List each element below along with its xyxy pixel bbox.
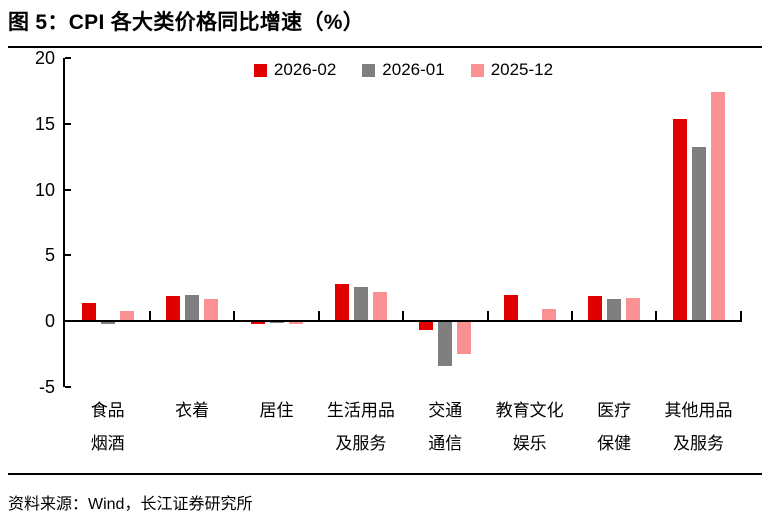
y-tick xyxy=(65,386,71,388)
y-tick xyxy=(65,320,71,323)
y-tick-label: 20 xyxy=(34,48,55,68)
x-category-label-line: 通信 xyxy=(428,434,463,453)
y-tick-label: -5 xyxy=(38,377,55,397)
chart-bottom-divider xyxy=(8,473,762,475)
x-category-label-line: 及服务 xyxy=(672,434,724,453)
legend-item-2026-02: 2026-02 xyxy=(253,60,337,80)
x-tick xyxy=(655,311,658,322)
bar-2026-01-c1 xyxy=(185,294,200,322)
x-category-label: 医疗 保健 xyxy=(572,394,656,460)
x-category-label-line: 居住 xyxy=(259,401,294,420)
chart-legend: 2026-02 2026-01 2025-12 xyxy=(65,60,742,80)
x-axis-line xyxy=(63,320,742,323)
bar-2026-01-c4 xyxy=(438,321,453,366)
x-category-label-line: 食品 xyxy=(90,401,125,420)
x-category-label-line: 衣着 xyxy=(175,401,210,420)
x-category-label: 教育文化 娱乐 xyxy=(488,394,572,460)
x-tick xyxy=(739,311,742,322)
legend-label: 2025-12 xyxy=(490,60,554,79)
x-category-label: 居住 xyxy=(234,394,318,427)
bar-2025-12-c0 xyxy=(119,310,134,322)
x-tick xyxy=(570,311,573,322)
x-category-label-line: 保健 xyxy=(597,434,632,453)
bar-2026-01-c7 xyxy=(691,147,706,322)
x-tick xyxy=(233,311,236,322)
y-tick-label: 5 xyxy=(44,245,55,266)
legend-label: 2026-01 xyxy=(382,60,445,79)
legend-swatch-icon xyxy=(470,63,484,77)
bar-2025-12-c2 xyxy=(288,321,303,324)
y-tick xyxy=(65,188,71,191)
y-axis-line xyxy=(63,58,65,387)
bar-2026-02-c2 xyxy=(250,321,265,324)
legend-label: 2026-02 xyxy=(273,60,337,79)
bar-2026-02-c1 xyxy=(166,296,181,322)
bar-2026-02-c4 xyxy=(419,321,434,331)
y-tick xyxy=(65,254,71,257)
legend-item-2026-01: 2026-01 xyxy=(362,60,445,80)
x-tick xyxy=(317,311,320,322)
x-category-label-line: 医疗 xyxy=(597,401,632,420)
bar-2026-02-c3 xyxy=(334,284,349,322)
y-tick xyxy=(65,122,71,125)
bar-2025-12-c1 xyxy=(204,298,219,322)
x-category-label: 交通 通信 xyxy=(403,394,487,460)
bar-2025-12-c6 xyxy=(626,297,641,322)
bar-2025-12-c3 xyxy=(372,292,387,322)
x-tick xyxy=(148,311,151,322)
source-note: 资料来源：Wind，长江证券研究所 xyxy=(8,496,253,513)
bar-2026-01-c3 xyxy=(353,286,368,322)
bar-2025-12-c5 xyxy=(541,309,556,322)
bar-2025-12-c7 xyxy=(710,92,725,322)
x-category-label: 生活用品 及服务 xyxy=(319,394,403,460)
x-category-label: 其他用品 及服务 xyxy=(656,394,740,460)
x-category-label: 食品 烟酒 xyxy=(66,394,150,460)
y-tick xyxy=(65,57,71,59)
x-tick xyxy=(402,311,405,322)
bar-2026-02-c0 xyxy=(81,302,96,322)
x-tick xyxy=(486,311,489,322)
y-tick-label: 10 xyxy=(34,179,55,200)
bar-2026-01-c6 xyxy=(607,298,622,322)
x-category-label-line: 娱乐 xyxy=(512,434,547,453)
x-category-label-line: 教育文化 xyxy=(495,401,564,420)
legend-swatch-icon xyxy=(362,63,376,77)
bar-2026-02-c6 xyxy=(588,296,603,322)
x-category-label: 衣着 xyxy=(150,394,234,427)
x-category-label-line: 生活用品 xyxy=(326,401,395,420)
bar-2026-02-c5 xyxy=(503,294,518,322)
legend-item-2025-12: 2025-12 xyxy=(470,60,554,80)
bar-2025-12-c4 xyxy=(457,321,472,355)
x-category-label-line: 交通 xyxy=(428,401,463,420)
bar-2026-01-c0 xyxy=(100,321,115,324)
x-category-label-line: 烟酒 xyxy=(90,434,125,453)
y-tick-label: 15 xyxy=(34,113,55,134)
title-divider xyxy=(8,46,762,48)
x-category-label-line: 其他用品 xyxy=(664,401,733,420)
legend-swatch-icon xyxy=(253,63,267,77)
figure-title: 图 5：CPI 各大类价格同比增速（%） xyxy=(8,11,365,34)
x-category-label-line: 及服务 xyxy=(335,434,387,453)
bar-2026-02-c7 xyxy=(672,118,687,322)
y-tick-label: 0 xyxy=(44,311,55,332)
